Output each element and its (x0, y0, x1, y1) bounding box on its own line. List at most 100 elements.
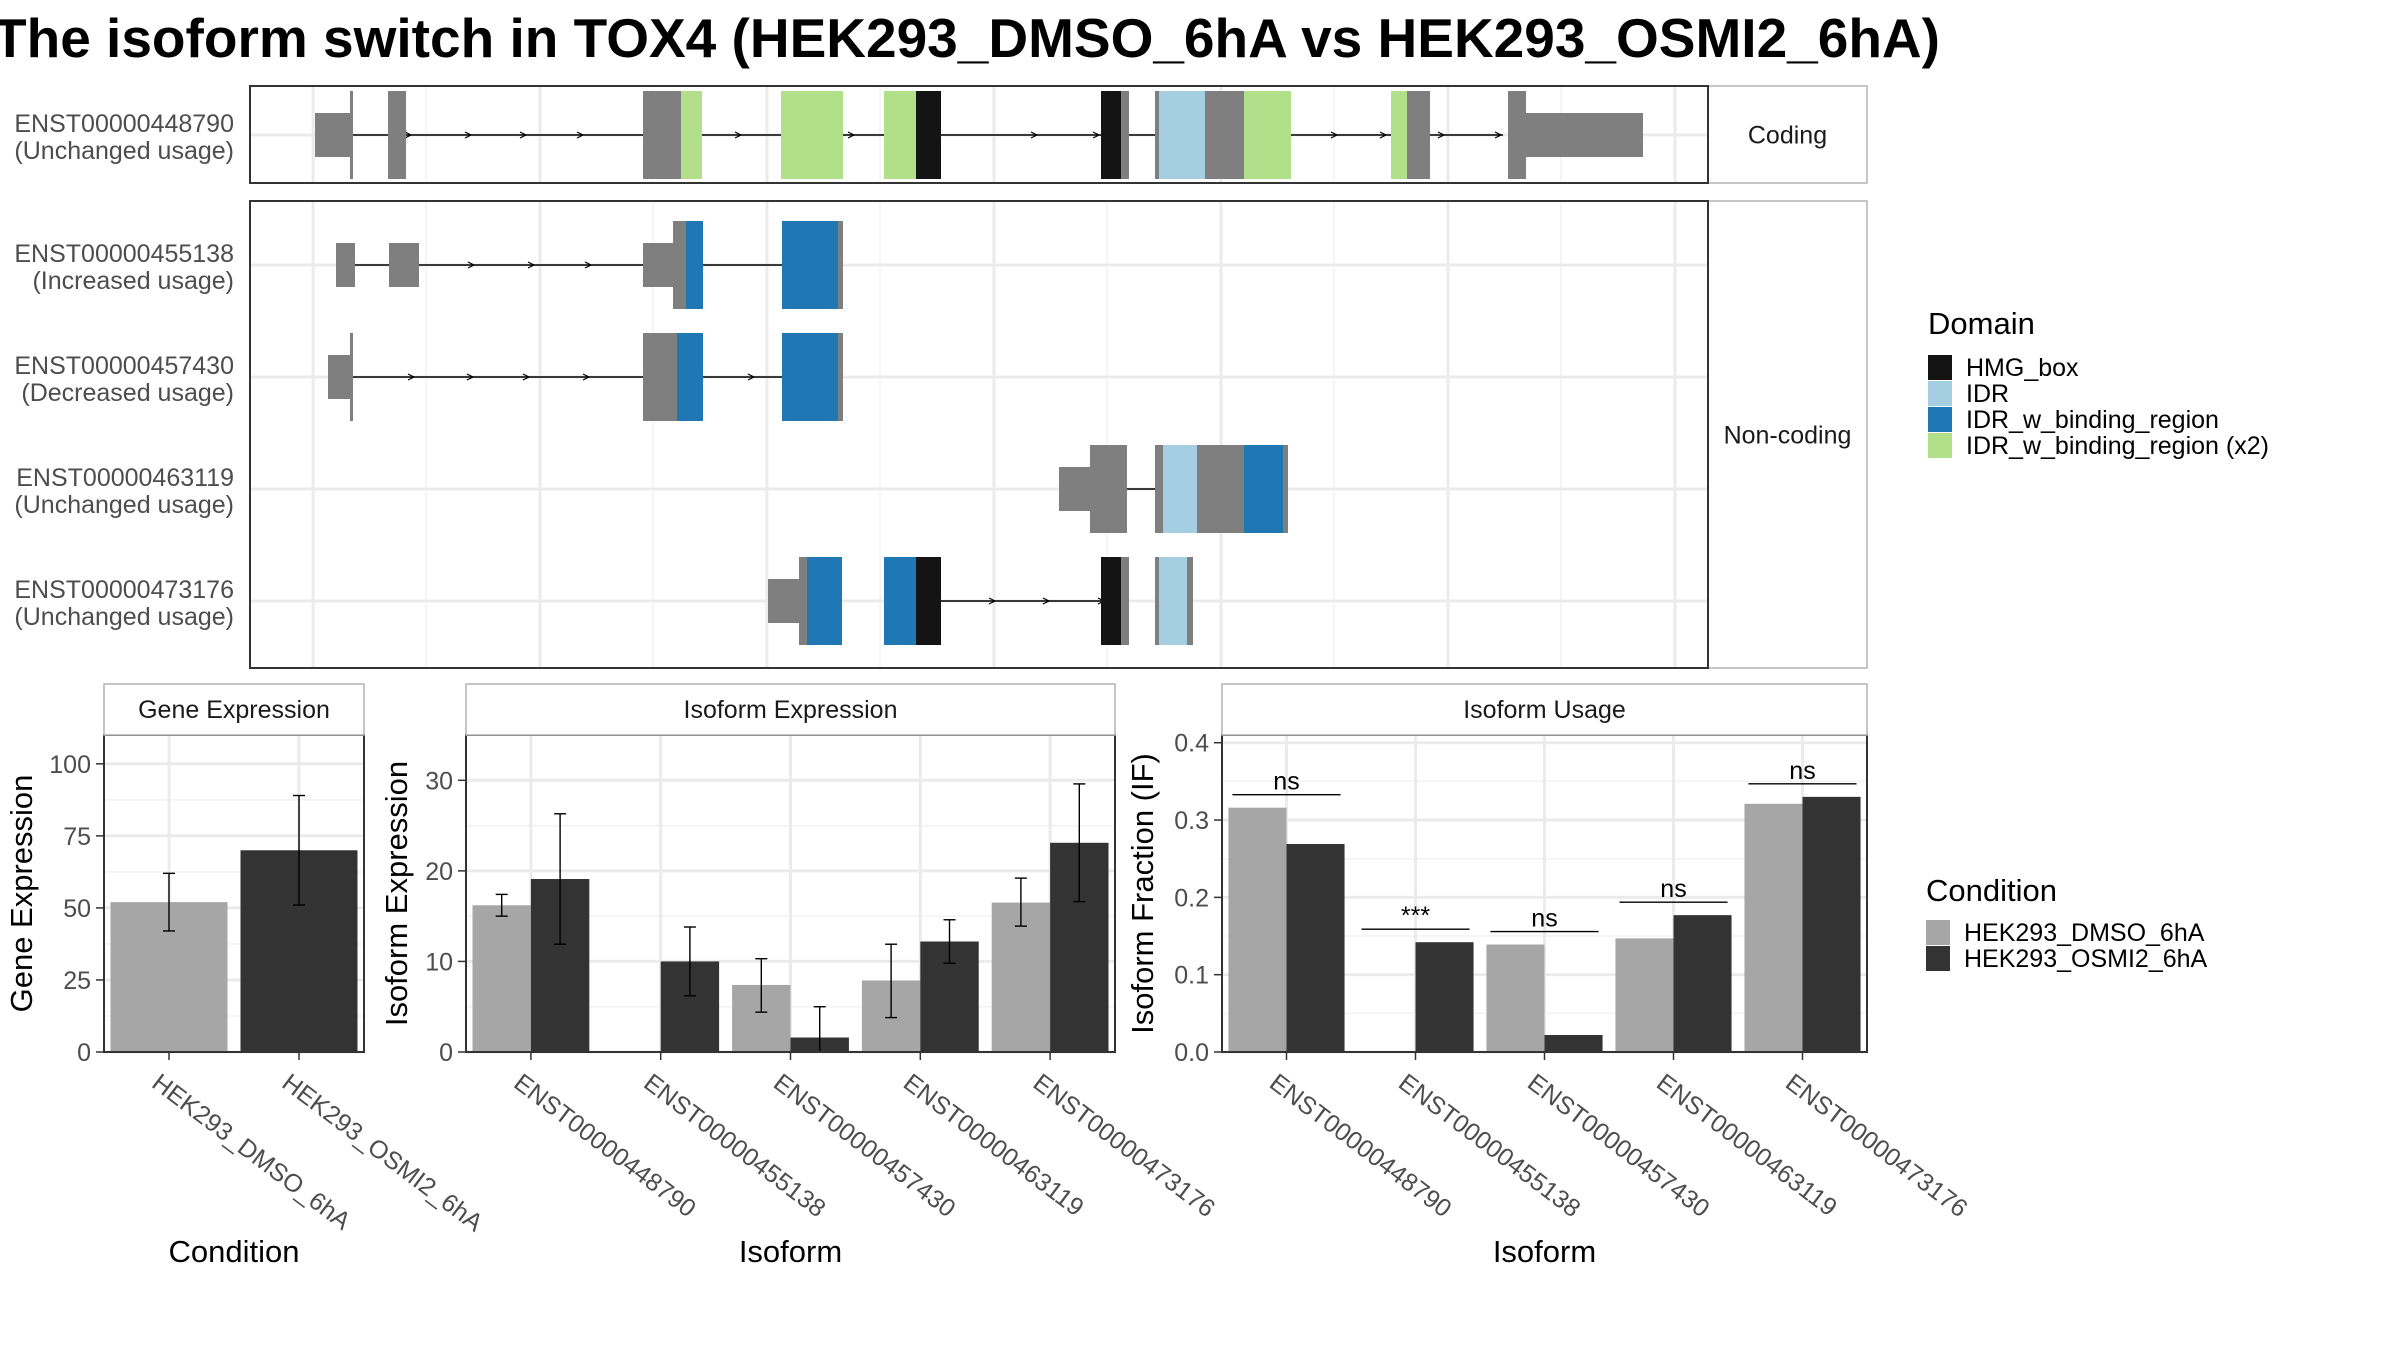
strand-arrow (527, 261, 536, 269)
exon-block (838, 333, 843, 421)
exon-block (799, 557, 807, 645)
strand-arrow (582, 373, 591, 381)
isoform-usage-bar (1744, 803, 1803, 1052)
exon-block (1121, 557, 1129, 645)
strand-arrow (467, 261, 476, 269)
condition-legend-key (1926, 946, 1950, 971)
strand-arrow (576, 131, 585, 139)
utr-block (1526, 113, 1643, 157)
isoform-usage-x-title: Isoform (1493, 1234, 1596, 1269)
utr-block (315, 113, 350, 157)
gene-expression-y-tick-label: 50 (63, 895, 91, 923)
isoform-expression-y-tick-label: 10 (425, 948, 453, 976)
facet-coding-border (249, 85, 1709, 184)
domain-block (1159, 91, 1205, 179)
exon-block (643, 91, 681, 179)
isoform-usage-label: (Unchanged usage) (14, 603, 234, 631)
exon-block (1155, 557, 1159, 645)
strand-arrow (1042, 597, 1051, 605)
exon-block (673, 221, 686, 309)
exon-block (643, 333, 677, 421)
isoform-usage-bar (1673, 915, 1732, 1052)
strand-arrow (1379, 131, 1388, 139)
domain-block (1159, 557, 1187, 645)
exon-block (1121, 91, 1129, 179)
isoform-expression-strip (465, 683, 1116, 736)
domain-legend-label: HMG_box (1966, 354, 2079, 382)
isoform-expression-y-tick-label: 20 (425, 858, 453, 886)
isoform-usage-significance-label: ns (1273, 768, 1299, 796)
exon-block (1155, 91, 1159, 179)
exon-block (838, 221, 843, 309)
facet-noncoding-label: Non-coding (1724, 422, 1852, 450)
isoform-usage-bar (1615, 938, 1674, 1052)
exon-block (350, 333, 353, 421)
isoform-expression-y-tick-label: 0 (439, 1039, 453, 1067)
strand-arrow (747, 373, 756, 381)
domain-legend-label: IDR_w_binding_region (1966, 406, 2219, 434)
utr-block (1059, 467, 1090, 511)
isoform-usage-y-title: Isoform Fraction (IF) (1125, 753, 1160, 1034)
isoform-usage-y-tick-label: 0.0 (1174, 1039, 1209, 1067)
gene-expression-y-title: Gene Expression (4, 775, 39, 1013)
gene-expression-x-title: Condition (169, 1234, 300, 1269)
isoform-usage-bar (1415, 942, 1474, 1052)
domain-block (781, 91, 843, 179)
domain-legend-key (1928, 355, 1952, 380)
isoform-usage-bar (1228, 807, 1287, 1052)
strand-arrow (404, 131, 413, 139)
domain-legend-label: IDR (1966, 380, 2009, 408)
domain-legend-title: Domain (1928, 306, 2035, 341)
domain-block (1391, 91, 1407, 179)
figure-title: The isoform switch in TOX4 (HEK293_DMSO_… (0, 7, 1940, 69)
isoform-usage-y-tick-label: 0.2 (1174, 884, 1209, 912)
isoform-usage-title: Isoform Usage (1463, 696, 1626, 724)
domain-block (1163, 445, 1197, 533)
isoform-usage-strip (1221, 683, 1868, 736)
strand-arrow (847, 131, 856, 139)
domain-legend-key (1928, 407, 1952, 432)
isoform-expression-chart: Isoform Expression0102030ENST00000448790… (379, 683, 1220, 1269)
isoform-expression-bar (991, 902, 1051, 1052)
strand-arrow (1030, 131, 1039, 139)
strand-arrow (1437, 131, 1446, 139)
facet-noncoding-background (250, 201, 1708, 668)
isoform-id-label: ENST00000457430 (14, 352, 234, 380)
isoform-id-label: ENST00000463119 (16, 464, 234, 492)
utr-block (328, 355, 350, 399)
strand-arrow (988, 597, 997, 605)
utr-block (389, 243, 419, 287)
isoform-usage-y-tick-label: 0.3 (1174, 807, 1209, 835)
exon-block (1155, 445, 1163, 533)
isoform-usage-significance-label: ns (1660, 875, 1686, 903)
exon-block (1283, 445, 1288, 533)
domain-legend-key (1928, 433, 1952, 458)
exon-block (1407, 91, 1430, 179)
domain-block (686, 221, 703, 309)
gene-expression-strip (103, 683, 365, 736)
isoform-id-label: ENST00000473176 (14, 576, 234, 604)
isoform-usage-bar (1486, 944, 1545, 1052)
isoform-id-label: ENST00000455138 (14, 240, 234, 268)
strand-arrow (1494, 131, 1503, 139)
strand-arrow (584, 261, 593, 269)
condition-legend-label: HEK293_DMSO_6hA (1964, 919, 2205, 947)
strand-arrow (1092, 131, 1101, 139)
isoform-usage-significance-label: *** (1401, 902, 1430, 930)
strand-arrow (522, 373, 531, 381)
domain-legend-label: IDR_w_binding_region (x2) (1966, 432, 2269, 460)
domain-block (884, 91, 916, 179)
strand-arrow (407, 373, 416, 381)
condition-legend-key (1926, 920, 1950, 945)
facet-coding-label: Coding (1748, 122, 1827, 150)
exon-block (1090, 445, 1127, 533)
isoform-expression-y-title: Isoform Expression (379, 761, 414, 1026)
isoform-usage-y-tick-label: 0.4 (1174, 730, 1209, 758)
domain-block (884, 557, 916, 645)
domain-block (681, 91, 702, 179)
isoform-id-label: ENST00000448790 (14, 110, 234, 138)
isoform-usage-label: (Increased usage) (32, 267, 234, 295)
isoform-expression-title: Isoform Expression (684, 696, 898, 724)
isoform-expression-x-title: Isoform (739, 1234, 842, 1269)
isoform-usage-bar (1802, 796, 1861, 1052)
